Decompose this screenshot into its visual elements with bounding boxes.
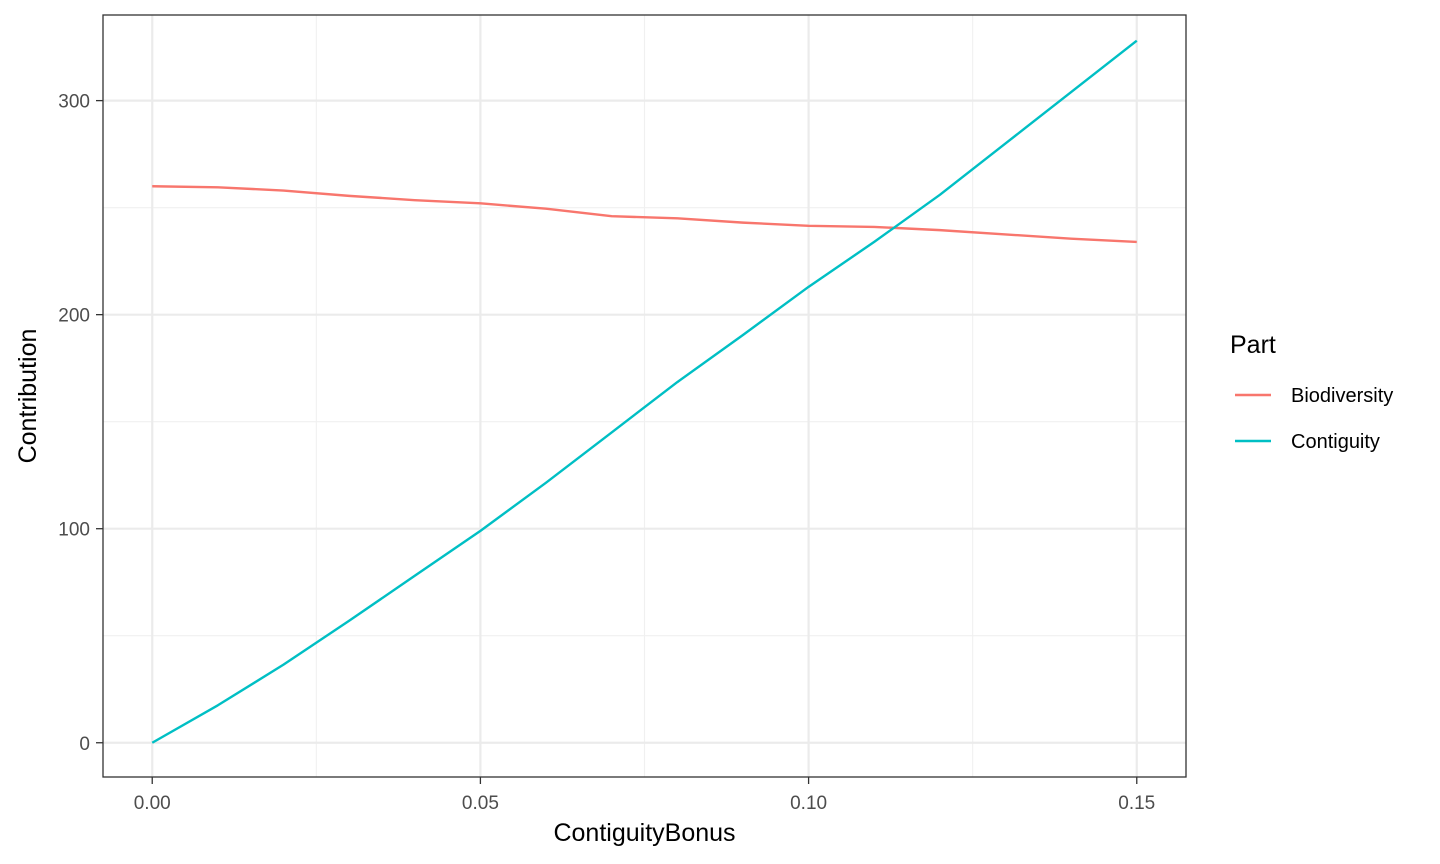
legend-title: Part — [1230, 331, 1276, 359]
axis-layer: 0.00 0.05 0.10 0.15 0 100 200 300 — [58, 92, 1155, 814]
legend: Part Biodiversity Contiguity — [1230, 331, 1393, 453]
x-tick-label: 0.10 — [790, 793, 827, 814]
series-line-contiguity — [151, 39, 1138, 744]
y-tick-label: 100 — [58, 520, 90, 541]
legend-label-biodiversity: Biodiversity — [1291, 385, 1393, 407]
y-tick-label: 300 — [58, 92, 90, 113]
x-tick-label: 0.00 — [134, 793, 171, 814]
legend-label-contiguity: Contiguity — [1291, 431, 1380, 453]
x-axis-title: ContiguityBonus — [553, 819, 735, 847]
y-tick-label: 200 — [58, 306, 90, 327]
series-line-biodiversity — [152, 185, 1137, 244]
grid-layer — [103, 15, 1186, 777]
x-tick-label: 0.05 — [462, 793, 499, 814]
plot-panel-border — [102, 14, 1187, 778]
x-tick-label: 0.15 — [1118, 793, 1155, 814]
y-axis-title: Contribution — [14, 329, 42, 464]
y-tick-label: 0 — [79, 734, 90, 755]
series-layer — [151, 39, 1138, 744]
legend-items: Biodiversity Contiguity — [1235, 385, 1393, 453]
